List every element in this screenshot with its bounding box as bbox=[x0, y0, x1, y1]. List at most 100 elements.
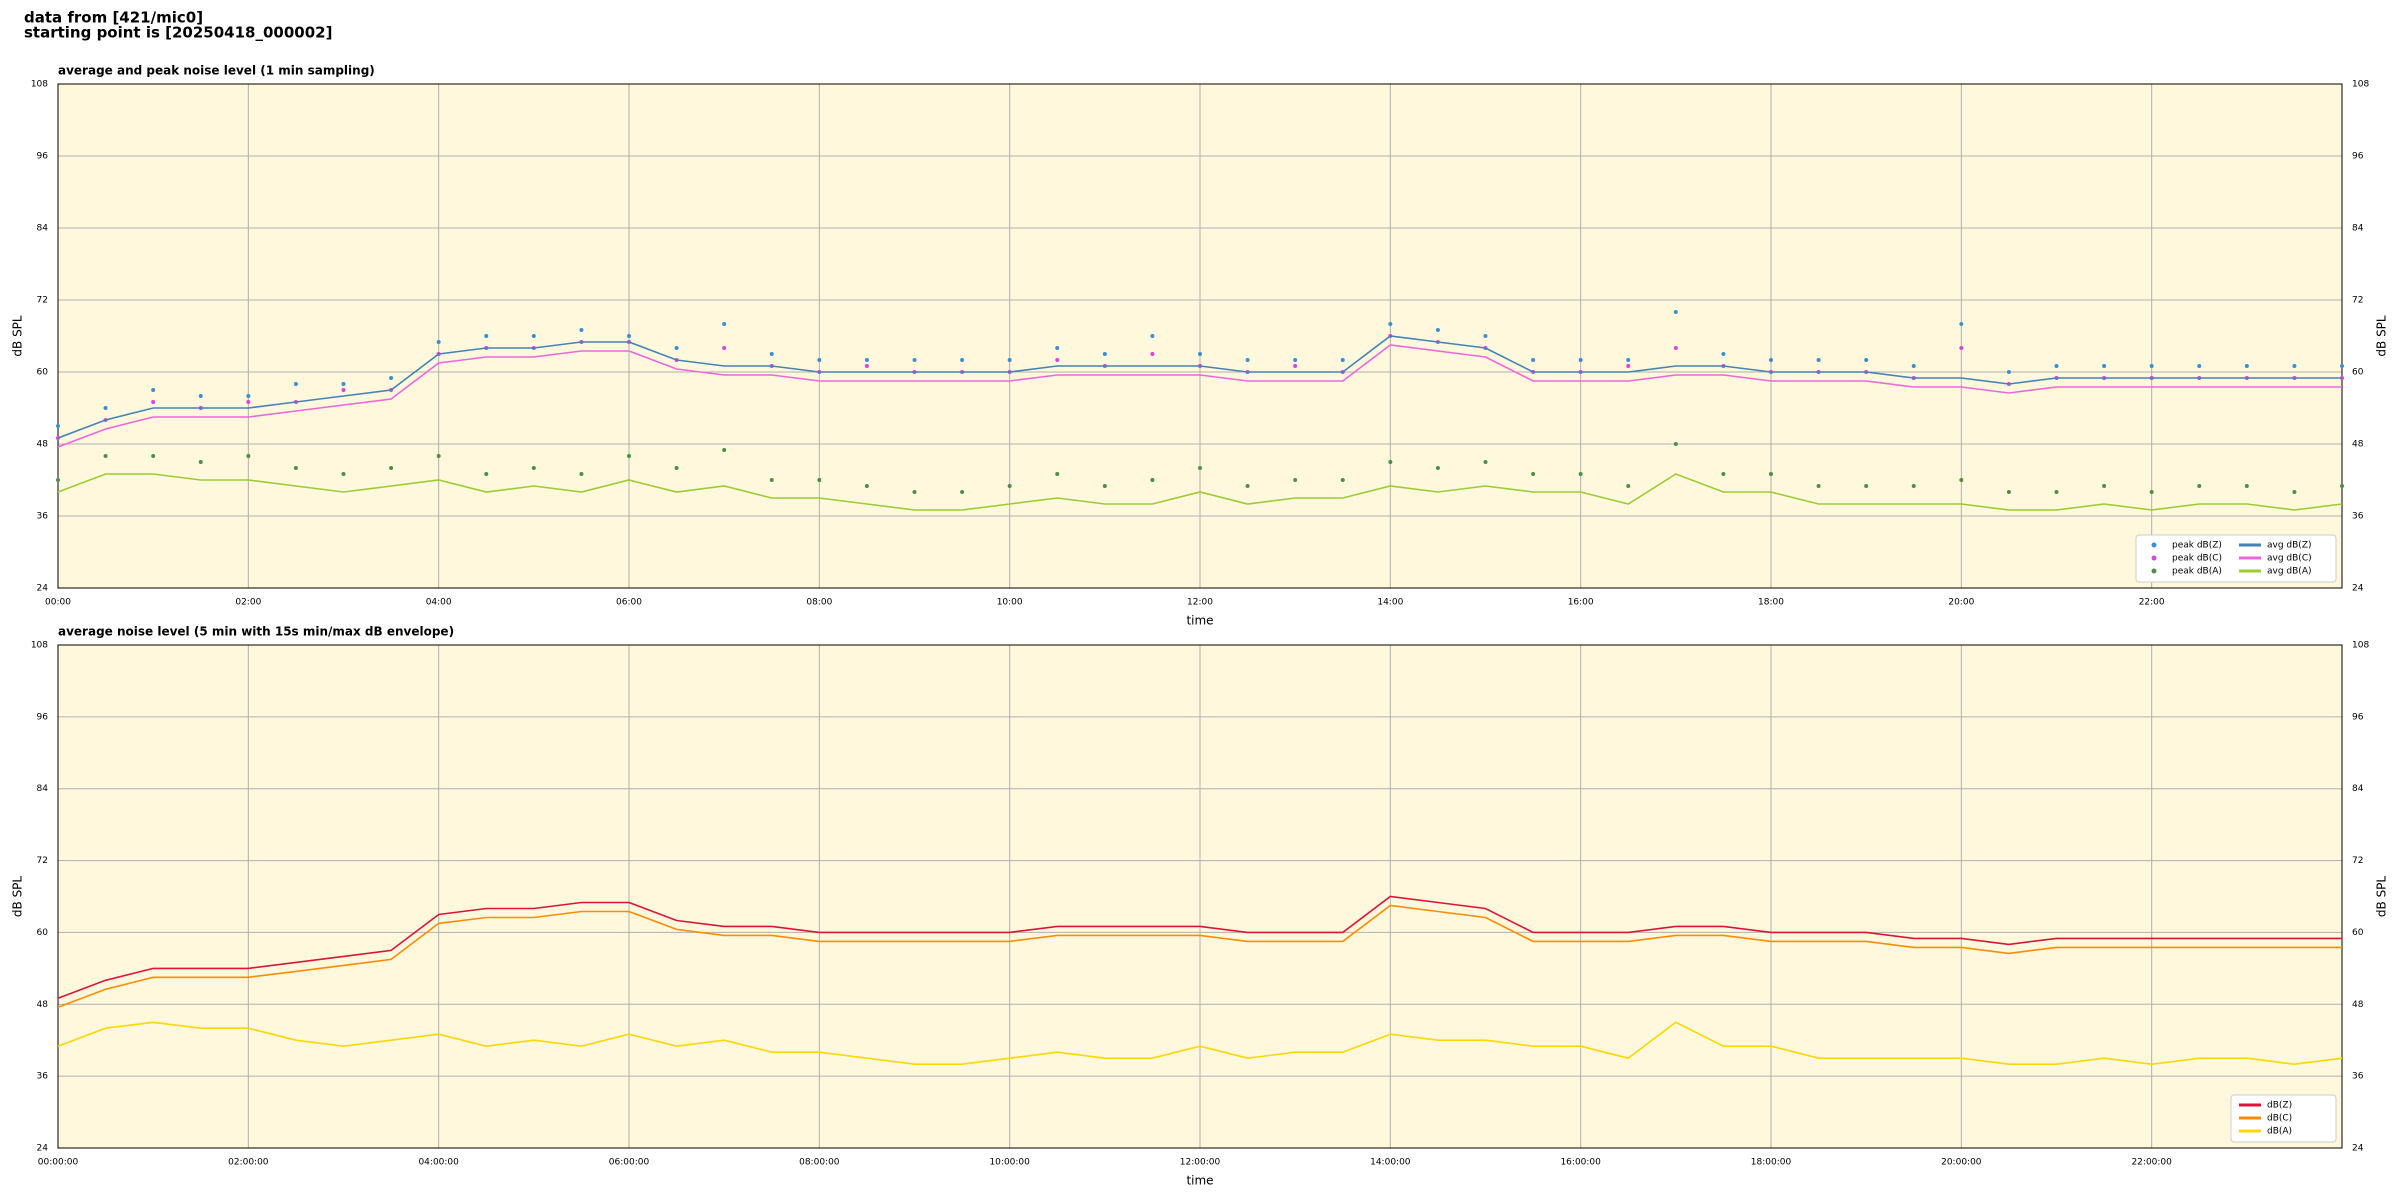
data-point bbox=[484, 472, 489, 476]
x-tick-label: 16:00:00 bbox=[1560, 1158, 1601, 1168]
y-tick-label: 60 bbox=[2352, 928, 2364, 938]
data-point bbox=[912, 358, 917, 362]
x-tick-label: 04:00:00 bbox=[418, 1158, 459, 1168]
y-tick-label: 60 bbox=[37, 928, 49, 938]
data-point bbox=[1340, 478, 1345, 482]
legend-label: peak dB(C) bbox=[2172, 554, 2222, 564]
data-point bbox=[1150, 352, 1155, 356]
y-tick-label: 72 bbox=[2352, 856, 2363, 866]
x-tick-label: 18:00 bbox=[1758, 598, 1784, 608]
y-tick-label: 48 bbox=[37, 440, 49, 450]
data-point bbox=[722, 322, 727, 326]
data-point bbox=[1769, 472, 1773, 476]
x-tick-label: 14:00 bbox=[1377, 598, 1403, 608]
data-point bbox=[960, 358, 965, 362]
data-point bbox=[484, 334, 489, 338]
data-point bbox=[436, 340, 441, 344]
data-point bbox=[246, 400, 251, 404]
data-point bbox=[1293, 478, 1298, 482]
y-axis-label: dB SPL bbox=[11, 315, 25, 357]
data-point bbox=[1293, 358, 1298, 362]
data-point bbox=[864, 358, 869, 362]
data-point bbox=[1483, 334, 1488, 338]
data-point bbox=[293, 382, 298, 386]
data-point bbox=[2292, 490, 2297, 494]
legend-label: dB(C) bbox=[2267, 1114, 2292, 1124]
y-tick-label: 48 bbox=[2352, 1000, 2364, 1010]
data-point bbox=[1959, 322, 1964, 326]
y-tick-label: 48 bbox=[37, 1000, 49, 1010]
data-line bbox=[57, 1021, 2343, 1066]
x-axis-label: time bbox=[1186, 614, 1213, 628]
x-axis-label: time bbox=[1186, 1174, 1213, 1188]
y-tick-label: 108 bbox=[2352, 641, 2369, 651]
legend-label: peak dB(Z) bbox=[2172, 541, 2222, 551]
data-point bbox=[1198, 352, 1202, 356]
y-tick-label: 24 bbox=[2352, 584, 2364, 594]
y-tick-label: 84 bbox=[37, 224, 49, 234]
data-point bbox=[817, 358, 822, 362]
y-tick-label: 72 bbox=[37, 856, 48, 866]
y-axis-label: dB SPL bbox=[2375, 315, 2389, 357]
data-point bbox=[1816, 358, 1821, 362]
data-point bbox=[1007, 358, 1012, 362]
data-point bbox=[1864, 484, 1869, 488]
y-tick-label: 36 bbox=[37, 1072, 49, 1082]
legend-label: avg dB(A) bbox=[2267, 567, 2311, 577]
x-tick-label: 00:00:00 bbox=[38, 1158, 79, 1168]
data-point bbox=[436, 454, 441, 458]
data-point bbox=[1721, 352, 1726, 356]
chart-title: average and peak noise level (1 min samp… bbox=[58, 64, 375, 78]
y-axis-label: dB SPL bbox=[2375, 876, 2389, 918]
data-point bbox=[1769, 358, 1773, 362]
data-point bbox=[2197, 364, 2202, 368]
data-point bbox=[389, 376, 394, 380]
x-tick-label: 14:00:00 bbox=[1370, 1158, 1411, 1168]
x-tick-label: 06:00:00 bbox=[609, 1158, 650, 1168]
data-point bbox=[389, 466, 394, 470]
data-point bbox=[769, 352, 774, 356]
legend-marker bbox=[2151, 542, 2157, 548]
data-point bbox=[151, 388, 156, 392]
legend-label: peak dB(A) bbox=[2172, 567, 2222, 577]
x-tick-label: 08:00:00 bbox=[799, 1158, 840, 1168]
y-tick-label: 72 bbox=[2352, 296, 2363, 306]
data-point bbox=[1055, 358, 1060, 362]
y-tick-label: 36 bbox=[37, 512, 49, 522]
plot-frame bbox=[57, 644, 2343, 1149]
data-point bbox=[1578, 472, 1583, 476]
data-point bbox=[56, 478, 60, 482]
y-axis-label: dB SPL bbox=[11, 876, 25, 918]
data-point bbox=[531, 466, 536, 470]
data-point bbox=[2149, 490, 2154, 494]
data-point bbox=[341, 382, 346, 386]
data-point bbox=[912, 490, 917, 494]
data-point bbox=[1007, 484, 1012, 488]
data-point bbox=[2340, 364, 2344, 368]
data-point bbox=[627, 454, 631, 458]
data-point bbox=[198, 394, 203, 398]
x-tick-label: 10:00:00 bbox=[989, 1158, 1030, 1168]
data-point bbox=[579, 472, 584, 476]
data-point bbox=[1816, 484, 1821, 488]
data-point bbox=[2102, 484, 2107, 488]
data-point bbox=[151, 454, 156, 458]
data-point bbox=[1864, 358, 1869, 362]
header-line: data from [421/mic0] bbox=[24, 9, 203, 27]
y-tick-label: 96 bbox=[37, 152, 49, 162]
x-tick-label: 18:00:00 bbox=[1751, 1158, 1792, 1168]
data-point bbox=[674, 466, 679, 470]
y-tick-label: 60 bbox=[2352, 368, 2364, 378]
data-point bbox=[2149, 364, 2154, 368]
y-tick-label: 72 bbox=[37, 296, 48, 306]
data-point bbox=[341, 472, 346, 476]
data-point bbox=[2244, 484, 2249, 488]
x-tick-label: 12:00 bbox=[1187, 598, 1213, 608]
y-tick-label: 108 bbox=[2352, 80, 2369, 90]
data-point bbox=[1911, 484, 1916, 488]
data-point bbox=[1150, 334, 1155, 338]
data-point bbox=[1388, 460, 1393, 464]
x-tick-label: 02:00:00 bbox=[228, 1158, 269, 1168]
legend-label: avg dB(C) bbox=[2267, 554, 2312, 564]
